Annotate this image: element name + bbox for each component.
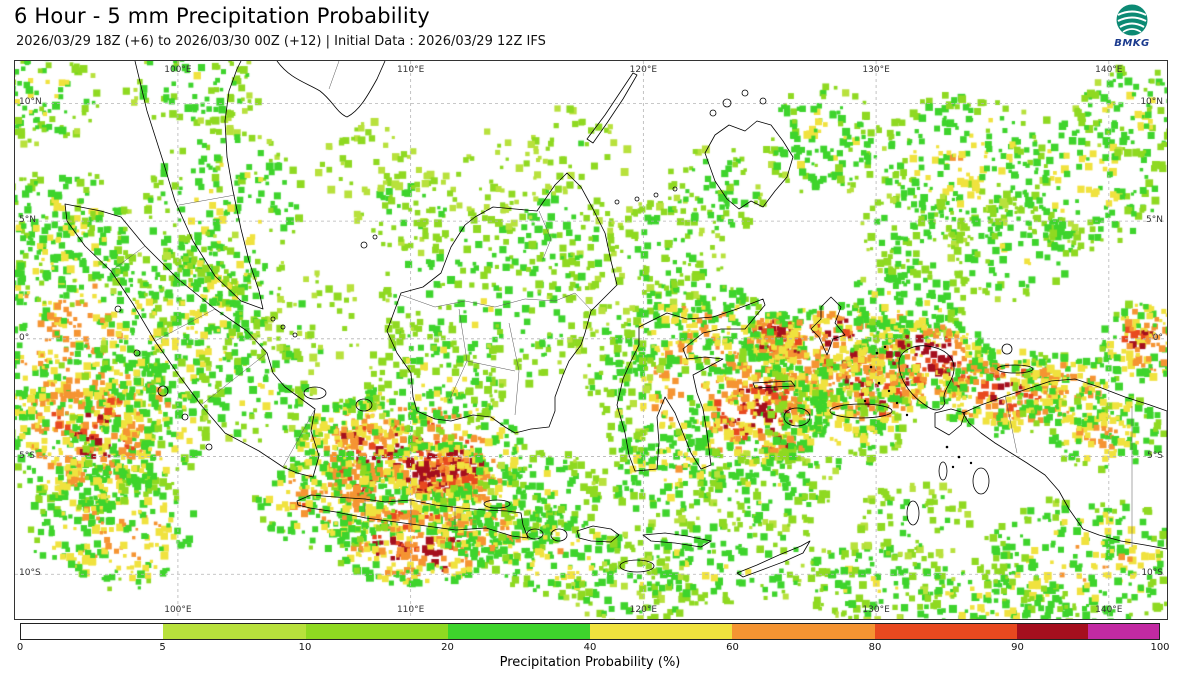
colorbar-tick: 100 (1150, 642, 1170, 653)
indochina-coastline (276, 61, 386, 118)
bmkg-globe-icon (1116, 4, 1148, 36)
colorbar-segment (732, 624, 875, 639)
colorbar-segment (1087, 624, 1159, 639)
colorbar-tick: 0 (16, 642, 24, 653)
precipitation-probability-layer (15, 61, 1167, 619)
bmkg-logo: BMKG (1110, 3, 1154, 49)
colorbar-segment (1016, 624, 1088, 639)
mindanao-coastline (704, 120, 794, 210)
papua-birdhead-coastline (898, 345, 955, 411)
colorbar-tick: 90 (1011, 642, 1024, 653)
colorbar-tick: 40 (583, 642, 597, 653)
colorbar-segment (874, 624, 1017, 639)
colorbar-tick: 60 (726, 642, 739, 653)
new-guinea-coastline (962, 378, 1167, 550)
sulawesi-coastline (616, 298, 766, 472)
malay-peninsula-coastline (134, 61, 264, 310)
coastline-layer (15, 61, 1167, 619)
colorbar-segment (305, 624, 448, 639)
colorbar-tick-labels: 0 5 10 20 40 60 80 90 100 (16, 640, 1170, 654)
colorbar-segment (590, 624, 733, 639)
bmkg-logo-text: BMKG (1114, 38, 1150, 49)
borneo-coastline (386, 172, 618, 434)
page-title: 6 Hour - 5 mm Precipitation Probability (14, 4, 430, 28)
forecast-period-subtitle: 2026/03/29 18Z (+6) to 2026/03/30 00Z (+… (16, 34, 546, 49)
halmahera-coastline (810, 296, 846, 356)
colorbar: 0 5 10 20 40 60 80 90 100 Precipitation Probabil… (16, 623, 1170, 670)
colorbar-title: Precipitation Probability (%) (499, 655, 681, 670)
colorbar-bar (20, 623, 1160, 640)
colorbar-segment (447, 624, 590, 639)
colorbar-segment (21, 624, 164, 639)
small-island-dots (863, 345, 973, 469)
colorbar-tick: 20 (441, 642, 454, 653)
sumatra-coastline (64, 203, 320, 478)
timor-coastline (736, 540, 811, 578)
palawan-coastline (586, 72, 638, 144)
graticule-grid (15, 61, 1167, 619)
colorbar-tick: 10 (298, 642, 312, 653)
colorbar-segment (163, 624, 306, 639)
java-coastline (296, 494, 529, 539)
coastlines (64, 61, 1167, 578)
colorbar-tick: 80 (868, 642, 882, 653)
map-frame: 100°E 100°E 110°E 110°E 120°E 120°E 130°E 130°E… (14, 60, 1168, 620)
colorbar-tick: 5 (159, 642, 166, 653)
